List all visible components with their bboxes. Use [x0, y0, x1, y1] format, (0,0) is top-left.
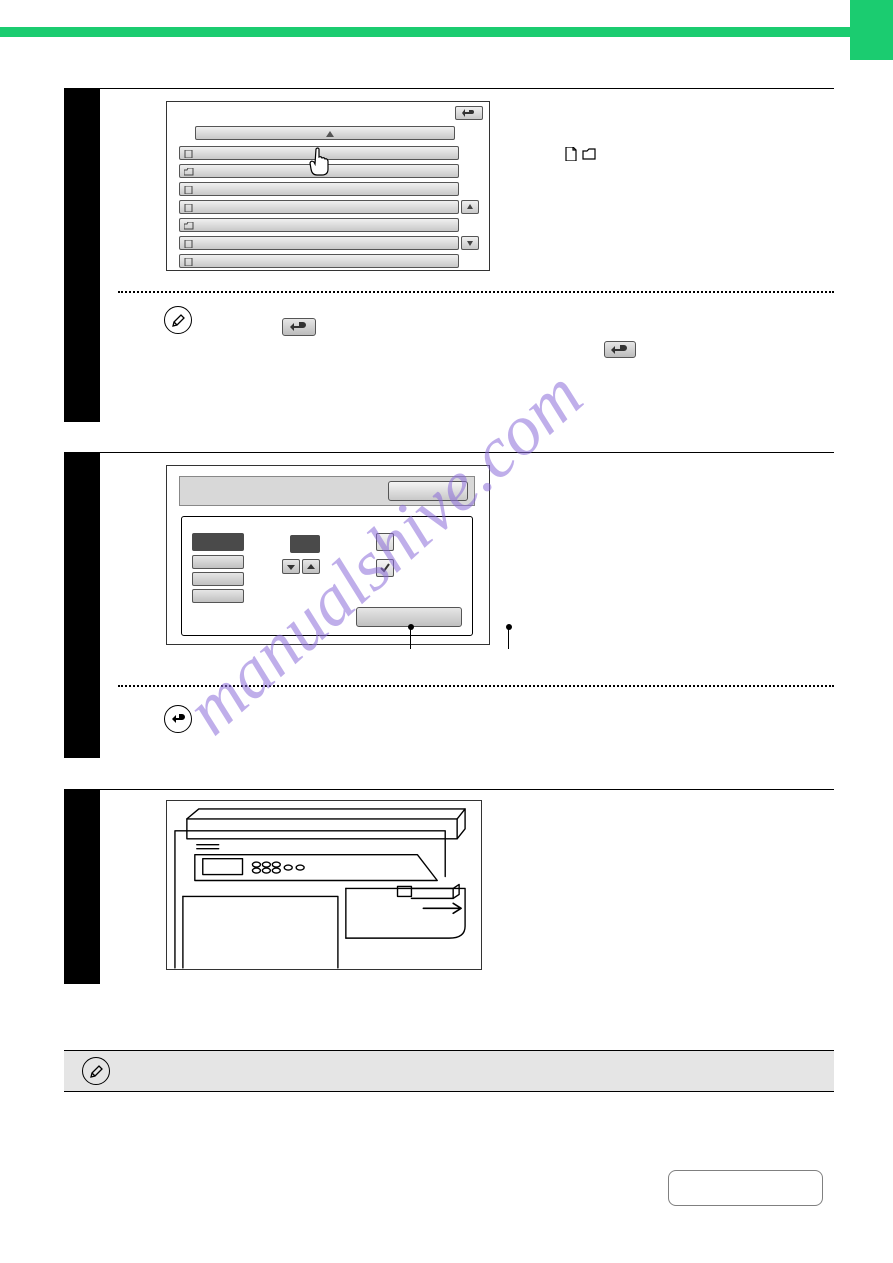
callout-leader-a: [410, 627, 411, 649]
checkbox-unchecked[interactable]: [376, 533, 394, 551]
tab-option[interactable]: [192, 589, 244, 603]
pointer-hand-icon: [306, 147, 334, 177]
note-marker: [164, 705, 192, 733]
callout-a-label: (A): [402, 649, 416, 660]
back-arrow-icon: [462, 108, 476, 118]
file-row[interactable]: [179, 254, 459, 268]
step-number-sidebar: [64, 790, 100, 984]
scroll-up-button[interactable]: [461, 200, 479, 214]
inline-back-button: [604, 341, 636, 358]
folder-icon: [582, 147, 596, 161]
panel-back-button[interactable]: [455, 106, 483, 120]
footer-note-bar: [64, 1050, 834, 1092]
print-settings-panel: [166, 465, 490, 645]
file-icon: [184, 240, 194, 248]
file-icon: [564, 147, 578, 161]
inline-back-button: [282, 318, 316, 336]
file-browser-panel: [166, 101, 490, 271]
pencil-note-icon: [164, 306, 192, 334]
file-row[interactable]: [179, 200, 459, 214]
header-green-tab: [850, 0, 893, 60]
file-icon: [184, 150, 194, 158]
file-row[interactable]: [179, 218, 459, 232]
tab-option[interactable]: [192, 572, 244, 586]
callout-b-label: (B): [500, 649, 514, 660]
column-header[interactable]: [195, 126, 455, 140]
copies-display: [290, 535, 320, 553]
decrement-button[interactable]: [282, 559, 300, 574]
header-green-bar: [0, 27, 893, 37]
increment-button[interactable]: [302, 559, 320, 574]
step-5: [64, 789, 834, 984]
tab-column: [192, 533, 244, 606]
folder-icon: [184, 222, 194, 230]
back-note-icon: [164, 705, 192, 733]
note-marker: [164, 306, 192, 334]
copies-stepper: [282, 559, 320, 574]
ok-button[interactable]: [388, 481, 468, 501]
contents-button[interactable]: [668, 1170, 823, 1206]
file-icon: [184, 204, 194, 212]
callout-leader-b: [508, 627, 509, 649]
checkbox-checked[interactable]: [376, 559, 394, 577]
file-row[interactable]: [179, 182, 459, 196]
dotted-separator: [118, 291, 834, 293]
legend-icons: [564, 147, 596, 184]
file-row[interactable]: [179, 236, 459, 250]
panel-titlebar: [179, 476, 475, 506]
tab-option[interactable]: [192, 555, 244, 569]
dotted-separator: [118, 685, 834, 687]
tab-selected[interactable]: [192, 533, 244, 551]
step-number-sidebar: [64, 89, 100, 422]
pencil-note-icon: [82, 1057, 110, 1085]
file-icon: [184, 186, 194, 194]
printer-illustration: [166, 800, 482, 970]
file-icon: [184, 258, 194, 266]
step-number-sidebar: [64, 453, 100, 758]
step-4: (A) (B): [64, 452, 834, 758]
step-3: [64, 88, 834, 422]
folder-icon: [184, 168, 194, 176]
scroll-down-button[interactable]: [461, 236, 479, 250]
settings-inner-frame: [181, 516, 473, 636]
